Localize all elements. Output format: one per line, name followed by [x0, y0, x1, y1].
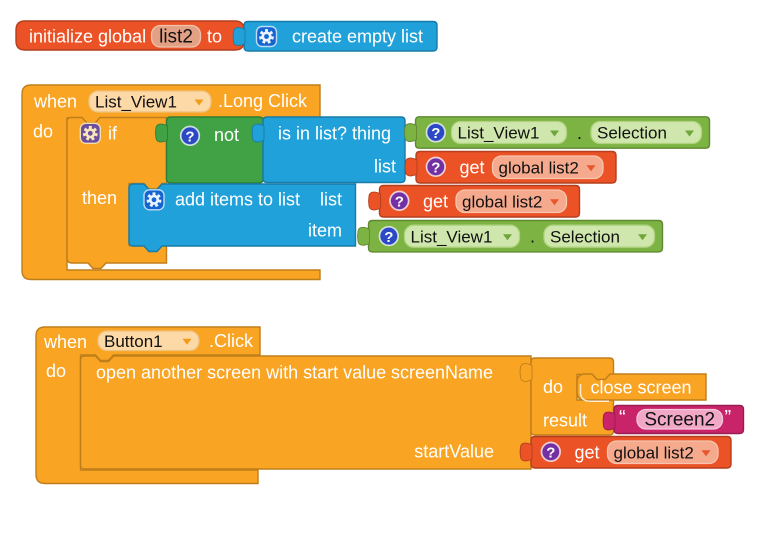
svg-text:result: result [543, 411, 587, 431]
svg-text:.Long Click: .Long Click [218, 91, 308, 111]
svg-text:.Click: .Click [209, 331, 254, 351]
svg-text:when: when [33, 92, 77, 112]
svg-text:is in list? thing: is in list? thing [278, 124, 391, 144]
svg-text:Button1: Button1 [104, 332, 163, 351]
svg-text:global list2: global list2 [614, 443, 694, 462]
svg-text:.: . [577, 123, 582, 143]
svg-text:Screen2: Screen2 [644, 409, 715, 430]
svg-text:List_View1: List_View1 [458, 124, 540, 143]
svg-text:if: if [108, 124, 118, 144]
svg-text:get: get [423, 191, 448, 211]
svg-text:then: then [82, 188, 117, 208]
svg-text:?: ? [431, 160, 440, 177]
svg-text:to: to [207, 27, 222, 47]
svg-text:create empty list: create empty list [292, 27, 423, 47]
svg-text:Selection: Selection [550, 227, 620, 246]
svg-text:startValue: startValue [414, 442, 494, 462]
svg-text:?: ? [431, 125, 440, 142]
svg-text:not: not [214, 125, 239, 145]
svg-text:list: list [320, 190, 342, 210]
svg-text:.: . [530, 227, 535, 247]
svg-text:list2: list2 [159, 26, 193, 47]
svg-text:?: ? [185, 129, 194, 146]
svg-text:close screen: close screen [591, 378, 692, 398]
svg-text:do: do [46, 361, 66, 381]
svg-text:get: get [575, 442, 600, 462]
svg-text:do: do [543, 377, 563, 397]
svg-text:List_View1: List_View1 [95, 93, 177, 112]
svg-text:“: “ [619, 407, 626, 429]
svg-text:global list2: global list2 [462, 192, 542, 211]
svg-text:?: ? [384, 229, 393, 246]
svg-text:get: get [460, 157, 485, 177]
svg-text:open another screen with start: open another screen with start value [96, 363, 386, 383]
svg-text:global list2: global list2 [499, 158, 579, 177]
svg-text:”: ” [725, 407, 732, 429]
svg-text:when: when [43, 332, 87, 352]
svg-text:List_View1: List_View1 [411, 227, 493, 246]
svg-text:initialize global: initialize global [29, 27, 146, 47]
svg-text:?: ? [395, 194, 404, 211]
svg-text:screenName: screenName [391, 363, 493, 383]
svg-text:?: ? [546, 445, 555, 462]
svg-text:list: list [374, 157, 396, 177]
svg-text:Selection: Selection [597, 124, 667, 143]
svg-text:do: do [33, 122, 53, 142]
svg-text:item: item [308, 221, 342, 241]
svg-text:add items to list: add items to list [175, 190, 300, 210]
